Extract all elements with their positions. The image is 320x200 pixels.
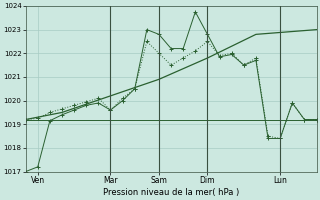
X-axis label: Pression niveau de la mer( hPa ): Pression niveau de la mer( hPa ) [103,188,239,197]
